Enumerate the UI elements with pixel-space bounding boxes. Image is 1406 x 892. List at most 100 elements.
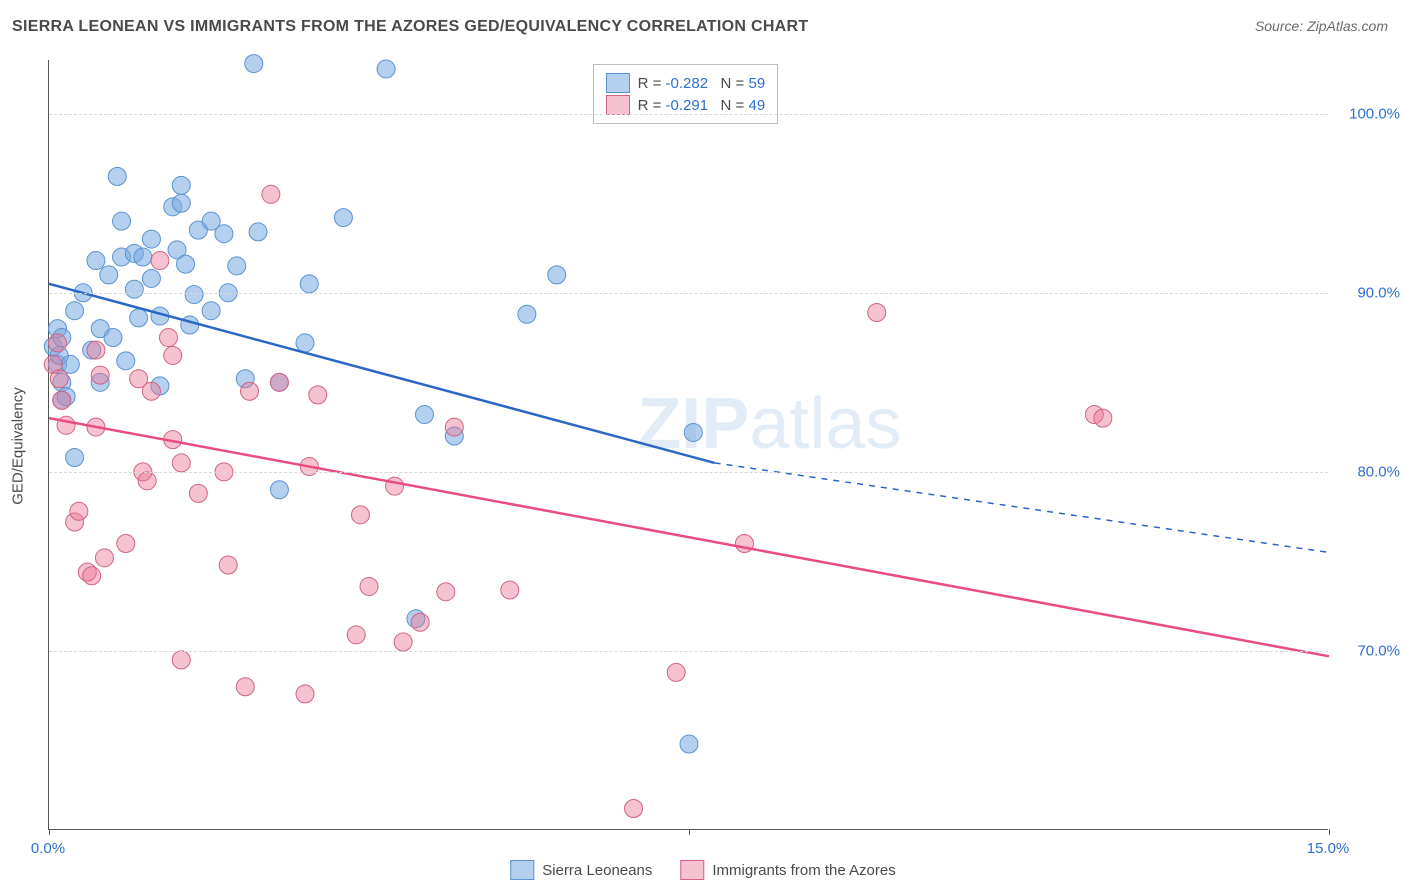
y-axis-label: GED/Equivalency [10,387,27,505]
data-point [445,418,463,436]
data-point [142,382,160,400]
data-point [1094,409,1112,427]
data-point [684,423,702,441]
data-point [236,678,254,696]
data-point [185,286,203,304]
series-legend: Sierra Leoneans Immigrants from the Azore… [510,860,895,880]
data-point [270,373,288,391]
data-point [172,651,190,669]
data-point [189,484,207,502]
data-point [49,334,67,352]
data-point [117,534,135,552]
data-point [142,230,160,248]
data-point [177,255,195,273]
data-point [245,55,263,73]
data-point [70,502,88,520]
data-point [130,309,148,327]
data-point [296,685,314,703]
gridline-horizontal [49,293,1328,294]
data-point [181,316,199,334]
data-point [334,209,352,227]
data-point [138,472,156,490]
chart-svg [49,60,1328,829]
data-point [309,386,327,404]
data-point [66,302,84,320]
data-point [215,225,233,243]
y-tick-label: 100.0% [1336,105,1400,122]
data-point [164,346,182,364]
legend-swatch [606,95,630,115]
data-point [394,633,412,651]
data-point [377,60,395,78]
data-point [625,800,643,818]
data-point [667,663,685,681]
data-point [95,549,113,567]
legend-swatch [510,860,534,880]
data-point [172,454,190,472]
data-point [518,305,536,323]
x-tick [1329,829,1330,835]
data-point [142,269,160,287]
gridline-horizontal [49,114,1328,115]
source-label: Source: ZipAtlas.com [1255,18,1388,34]
data-point [108,167,126,185]
legend-label: Sierra Leoneans [542,862,652,879]
y-tick-label: 90.0% [1336,284,1400,301]
legend-swatch [606,73,630,93]
data-point [300,275,318,293]
data-point [87,252,105,270]
data-point [437,583,455,601]
legend-text: R = -0.291 N = 49 [638,97,766,114]
data-point [202,302,220,320]
data-point [241,382,259,400]
data-point [296,334,314,352]
data-point [548,266,566,284]
data-point [360,577,378,595]
data-point [50,370,68,388]
legend-row: R = -0.282 N = 59 [606,73,766,93]
y-tick-label: 80.0% [1336,463,1400,480]
data-point [868,303,886,321]
data-point [415,406,433,424]
data-point [134,248,152,266]
chart-title: SIERRA LEONEAN VS IMMIGRANTS FROM THE AZ… [12,18,808,36]
legend-swatch [680,860,704,880]
y-tick-label: 70.0% [1336,642,1400,659]
data-point [151,252,169,270]
correlation-legend: R = -0.282 N = 59 R = -0.291 N = 49 [593,64,779,124]
data-point [680,735,698,753]
data-point [172,194,190,212]
data-point [66,449,84,467]
legend-row: R = -0.291 N = 49 [606,95,766,115]
data-point [386,477,404,495]
gridline-horizontal [49,472,1328,473]
data-point [172,176,190,194]
data-point [87,341,105,359]
data-point [249,223,267,241]
data-point [228,257,246,275]
data-point [104,329,122,347]
chart-container: SIERRA LEONEAN VS IMMIGRANTS FROM THE AZ… [0,0,1406,892]
data-point [351,506,369,524]
data-point [53,391,71,409]
data-point [347,626,365,644]
data-point [113,212,131,230]
x-max-label: 15.0% [1307,840,1350,857]
data-point [125,280,143,298]
trend-line-extrapolated [715,463,1329,553]
data-point [100,266,118,284]
data-point [262,185,280,203]
data-point [159,329,177,347]
data-point [117,352,135,370]
x-min-label: 0.0% [31,840,65,857]
legend-label: Immigrants from the Azores [712,862,895,879]
legend-item: Immigrants from the Azores [680,860,895,880]
data-point [270,481,288,499]
data-point [219,556,237,574]
plot-area: ZIPatlas R = -0.282 N = 59R = -0.291 N =… [48,60,1328,830]
legend-text: R = -0.282 N = 59 [638,75,766,92]
x-tick [689,829,690,835]
data-point [411,613,429,631]
gridline-horizontal [49,651,1328,652]
data-point [83,567,101,585]
